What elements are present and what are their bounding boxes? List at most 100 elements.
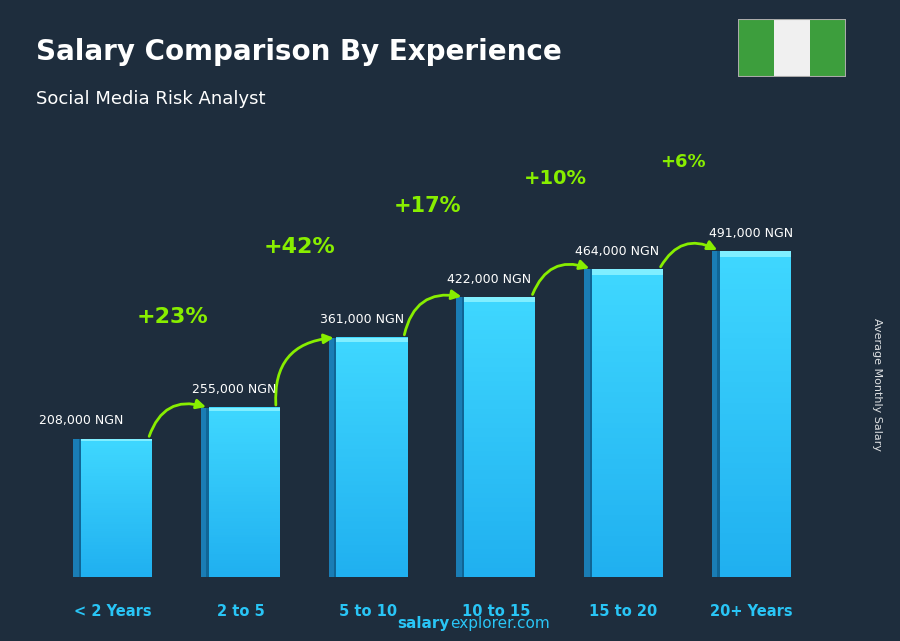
Bar xyxy=(337,461,408,465)
Bar xyxy=(337,385,408,389)
Bar xyxy=(592,556,663,562)
Bar xyxy=(720,283,791,289)
Bar xyxy=(209,501,280,504)
Bar xyxy=(592,356,663,362)
Bar xyxy=(81,515,152,517)
Bar xyxy=(337,481,408,485)
Bar xyxy=(81,570,152,572)
Bar xyxy=(592,289,663,295)
Bar xyxy=(81,554,152,556)
Bar xyxy=(592,371,663,377)
Bar xyxy=(720,321,791,328)
Bar xyxy=(592,510,663,515)
Bar xyxy=(720,419,791,425)
Bar xyxy=(592,320,663,326)
Bar xyxy=(337,409,408,413)
Bar xyxy=(720,359,791,365)
Bar xyxy=(592,340,663,346)
Bar xyxy=(592,551,663,556)
Bar xyxy=(209,475,280,478)
Bar xyxy=(720,528,791,533)
Bar xyxy=(81,457,152,460)
Bar xyxy=(209,545,280,549)
Bar xyxy=(592,438,663,444)
Bar xyxy=(720,424,791,430)
Bar xyxy=(81,519,152,522)
Bar xyxy=(464,441,536,446)
Bar xyxy=(592,274,663,279)
Bar xyxy=(337,389,408,394)
Bar xyxy=(209,571,280,574)
Bar xyxy=(720,565,791,572)
Bar xyxy=(209,464,280,467)
Bar xyxy=(720,262,791,267)
Bar xyxy=(720,251,791,257)
Bar xyxy=(464,535,536,540)
Bar xyxy=(464,567,536,572)
Bar xyxy=(337,401,408,405)
Bar xyxy=(592,407,663,413)
Bar xyxy=(337,353,408,358)
Bar xyxy=(720,435,791,441)
Bar xyxy=(464,460,536,465)
Bar xyxy=(592,402,663,408)
Text: 361,000 NGN: 361,000 NGN xyxy=(320,313,404,326)
Bar xyxy=(209,458,280,462)
Bar xyxy=(209,481,280,484)
Bar xyxy=(720,440,791,447)
Bar xyxy=(81,535,152,538)
Bar xyxy=(81,466,152,469)
Bar xyxy=(720,365,791,370)
Bar xyxy=(81,567,152,570)
Bar xyxy=(592,443,663,449)
Text: explorer.com: explorer.com xyxy=(450,615,550,631)
Bar xyxy=(720,348,791,354)
Bar xyxy=(81,544,152,547)
Bar xyxy=(209,408,280,411)
Text: 5 to 10: 5 to 10 xyxy=(339,604,397,619)
Bar xyxy=(209,430,280,433)
Bar xyxy=(81,560,152,563)
Bar xyxy=(337,397,408,401)
Bar xyxy=(592,499,663,505)
Bar xyxy=(337,417,408,421)
Bar xyxy=(464,478,536,483)
Bar xyxy=(337,540,408,545)
Bar xyxy=(720,413,791,419)
Bar xyxy=(337,497,408,501)
Bar xyxy=(464,427,536,432)
Text: +10%: +10% xyxy=(524,169,587,188)
Bar xyxy=(720,495,791,501)
Bar xyxy=(209,436,280,439)
Bar xyxy=(337,433,408,437)
Bar xyxy=(209,529,280,532)
Bar xyxy=(592,530,663,536)
Bar xyxy=(720,446,791,452)
Bar xyxy=(209,551,280,554)
Bar xyxy=(720,338,791,344)
Bar xyxy=(337,549,408,553)
Bar xyxy=(592,279,663,285)
Bar xyxy=(592,520,663,526)
Bar xyxy=(337,517,408,521)
Bar xyxy=(209,453,280,456)
Bar xyxy=(209,512,280,515)
Bar xyxy=(209,526,280,529)
Bar xyxy=(464,511,536,516)
Bar xyxy=(209,413,280,416)
Bar xyxy=(209,483,280,487)
Bar xyxy=(337,449,408,453)
Bar xyxy=(720,554,791,561)
Bar xyxy=(720,462,791,469)
Bar xyxy=(810,19,846,77)
Bar xyxy=(592,345,663,351)
Text: 2 to 5: 2 to 5 xyxy=(217,604,265,619)
Text: 208,000 NGN: 208,000 NGN xyxy=(39,415,123,428)
Bar xyxy=(337,569,408,573)
Bar xyxy=(720,451,791,458)
Bar xyxy=(337,365,408,369)
Bar xyxy=(592,351,663,356)
Bar xyxy=(720,376,791,381)
Bar xyxy=(81,471,152,474)
Bar xyxy=(464,516,536,521)
